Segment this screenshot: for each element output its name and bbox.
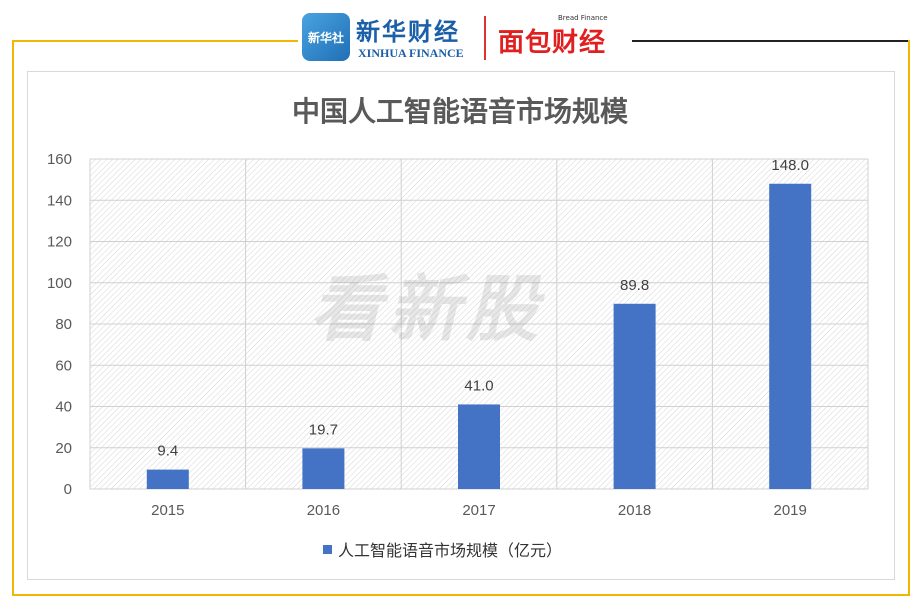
x-tick-label: 2015	[151, 502, 184, 519]
x-axis-ticks: 2015 2016 2017 2018 2019	[151, 502, 807, 519]
y-tick-label: 160	[47, 151, 72, 168]
xinhua-finance-logo-subtitle: XINHUA FINANCE	[358, 46, 464, 60]
data-label: 41.0	[464, 377, 493, 394]
frame-right-border	[908, 40, 910, 596]
y-tick-label: 140	[47, 192, 72, 209]
bar	[458, 404, 500, 489]
bar	[302, 448, 345, 489]
y-tick-label: 100	[47, 275, 72, 292]
bar	[146, 469, 189, 489]
y-tick-label: 60	[55, 357, 72, 374]
frame-bottom-border	[12, 594, 910, 596]
y-tick-label: 40	[55, 399, 72, 416]
header-logos: 新华社 新华财经 XINHUA FINANCE Bread Finance 面包…	[298, 10, 632, 66]
y-tick-label: 20	[55, 440, 72, 457]
x-tick-label: 2016	[307, 502, 340, 519]
y-tick-label: 80	[55, 316, 72, 333]
bar	[613, 303, 656, 489]
x-tick-label: 2017	[462, 502, 495, 519]
y-axis-ticks: 0 20 40 60 80 100 120 140 160	[47, 151, 72, 498]
data-label: 89.8	[620, 277, 649, 294]
legend-label: 人工智能语音市场规模（亿元）	[338, 541, 563, 560]
data-label: 9.4	[157, 443, 178, 460]
y-tick-label: 0	[64, 481, 72, 498]
xinhua-finance-logo-text: 新华财经	[356, 17, 460, 46]
legend-swatch	[323, 544, 332, 554]
y-tick-label: 120	[47, 234, 72, 251]
data-label: 19.7	[309, 421, 338, 438]
legend: 人工智能语音市场规模（亿元）	[323, 537, 562, 561]
xinhua-badge-logo: 新华社	[302, 13, 350, 61]
chart-title: 中国人工智能语音市场规模	[291, 95, 628, 128]
frame-top-line-right	[632, 40, 910, 42]
x-tick-label: 2019	[774, 502, 807, 519]
value-labels: 9.4 19.7 41.0 89.8 148.0	[157, 157, 809, 460]
bread-finance-logo: 面包财经	[498, 28, 607, 58]
x-tick-label: 2018	[618, 502, 651, 519]
bread-finance-logo-subtitle: Bread Finance	[558, 14, 608, 22]
frame-left-border	[12, 40, 14, 596]
watermark-logo: 看新股	[310, 267, 545, 351]
bar	[769, 183, 812, 489]
bars	[146, 183, 812, 489]
data-label: 148.0	[771, 157, 809, 174]
frame-top-line-left	[12, 40, 302, 42]
logo-divider	[484, 16, 486, 60]
